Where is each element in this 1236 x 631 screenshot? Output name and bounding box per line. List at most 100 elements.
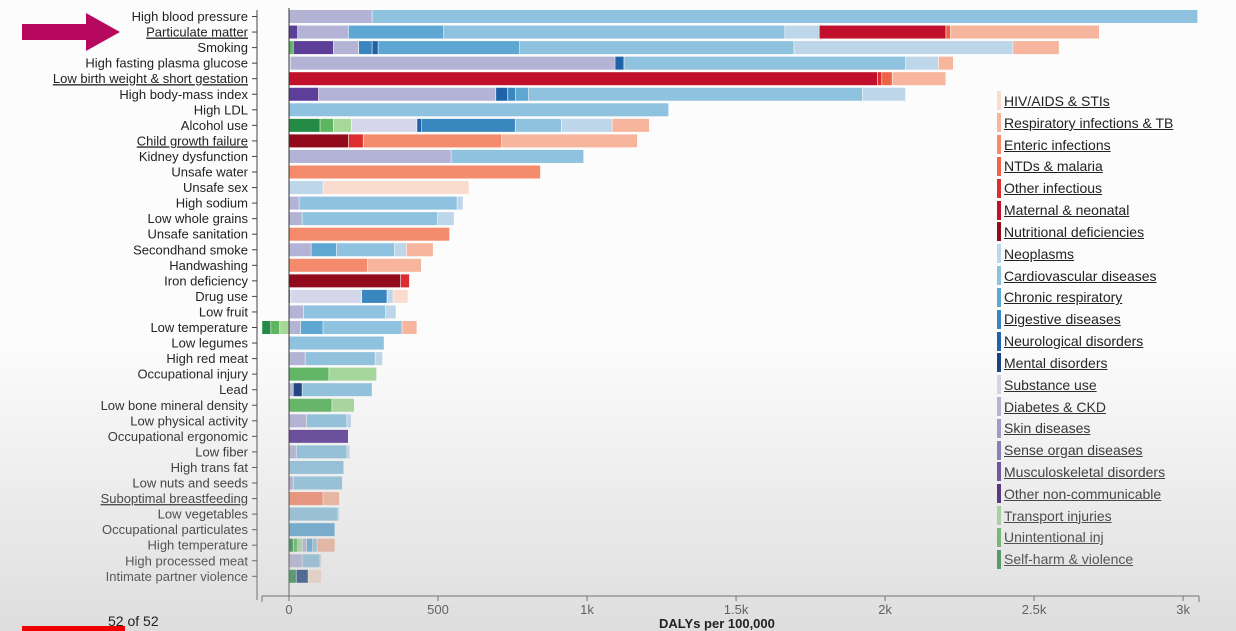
risk-label-particulate-matter[interactable]: Particulate matter — [146, 25, 249, 40]
legend-item-chronic-respiratory[interactable]: Chronic respiratory — [997, 286, 1173, 308]
bar-segment-low-birth-weight-short-gestation-other-infectious[interactable] — [877, 72, 882, 86]
legend-label[interactable]: Other infectious — [1004, 180, 1103, 197]
legend-label[interactable]: Self-harm & violence — [1004, 551, 1134, 568]
legend-label[interactable]: Musculoskeletal disorders — [1004, 463, 1166, 480]
legend-label[interactable]: Enteric infections — [1004, 136, 1111, 153]
bar-segment-child-growth-failure-respiratory-infections-tb[interactable] — [502, 134, 638, 148]
bar-segment-drug-use-digestive-diseases[interactable] — [362, 289, 387, 303]
bar-row-alcohol-use[interactable] — [289, 118, 650, 132]
bar-row-high-fasting-plasma-glucose[interactable] — [289, 56, 953, 70]
legend-item-other-non-communicable[interactable]: Other non-communicable — [997, 483, 1173, 505]
bar-segment-high-temperature-diabetes-ckd[interactable] — [302, 538, 307, 552]
bar-row-occupational-injury[interactable] — [289, 367, 377, 381]
legend-item-maternal-neonatal[interactable]: Maternal & neonatal — [997, 199, 1173, 221]
bar-segment-high-sodium-diabetes-ckd[interactable] — [289, 196, 299, 210]
bar-segment-lead-mental-disorders[interactable] — [293, 383, 302, 397]
bar-segment-particulate-matter-respiratory-infections-tb[interactable] — [950, 25, 1099, 39]
bar-segment-low-temperature-respiratory-infections-tb[interactable] — [402, 321, 417, 334]
bar-row-occupational-particulates[interactable] — [289, 523, 335, 537]
bar-segment-alcohol-use-neurological-disorders[interactable] — [417, 118, 422, 132]
legend-item-self-harm-violence[interactable]: Self-harm & violence — [997, 548, 1173, 570]
bar-segment-alcohol-use-neoplasms[interactable] — [561, 118, 612, 132]
bar-segment-smoking-digestive-diseases[interactable] — [359, 41, 372, 55]
bar-segment-secondhand-smoke-diabetes-ckd[interactable] — [289, 243, 311, 257]
bar-segment-low-nuts-and-seeds-diabetes-ckd[interactable] — [289, 476, 293, 490]
risk-label-high-fasting-plasma-glucose[interactable]: High fasting plasma glucose — [85, 56, 248, 71]
risk-label-lead[interactable]: Lead — [219, 382, 248, 397]
risk-label-suboptimal-breastfeeding[interactable]: Suboptimal breastfeeding — [101, 491, 248, 506]
risk-label-low-physical-activity[interactable]: Low physical activity — [130, 413, 248, 428]
legend-item-skin-diseases[interactable]: Skin diseases — [997, 417, 1173, 439]
risk-label-occupational-injury[interactable]: Occupational injury — [137, 367, 248, 382]
risk-label-high-processed-meat[interactable]: High processed meat — [125, 553, 248, 568]
bar-segment-high-red-meat-neoplasms[interactable] — [375, 352, 383, 366]
bar-segment-kidney-dysfunction-cardiovascular-diseases[interactable] — [451, 149, 584, 163]
bar-segment-child-growth-failure-other-infectious[interactable] — [348, 134, 363, 148]
bar-segment-smoking-neurological-disorders[interactable] — [372, 41, 378, 55]
legend-item-cardiovascular-diseases[interactable]: Cardiovascular diseases — [997, 265, 1173, 287]
bar-row-high-sodium[interactable] — [289, 196, 463, 210]
risk-label-intimate-partner-violence[interactable]: Intimate partner violence — [106, 569, 248, 584]
bar-row-high-processed-meat[interactable] — [289, 554, 322, 568]
risk-label-occupational-ergonomic[interactable]: Occupational ergonomic — [108, 429, 249, 444]
risk-label-low-fiber[interactable]: Low fiber — [195, 444, 248, 459]
bar-segment-high-fasting-plasma-glucose-respiratory-infections-tb[interactable] — [938, 56, 953, 70]
bar-segment-particulate-matter-diabetes-ckd[interactable] — [297, 25, 348, 39]
bar-segment-smoking-unintentional-inj[interactable] — [289, 41, 293, 55]
bar-segment-particulate-matter-musculoskeletal-disorders[interactable] — [289, 25, 298, 39]
legend-label[interactable]: Skin diseases — [1004, 420, 1091, 437]
bar-segment-high-fasting-plasma-glucose-neoplasms[interactable] — [905, 56, 939, 70]
risk-label-high-trans-fat[interactable]: High trans fat — [171, 460, 249, 475]
bar-segment-high-body-mass-index-digestive-diseases[interactable] — [508, 87, 515, 101]
bar-segment-low-physical-activity-cardiovascular-diseases[interactable] — [306, 414, 347, 428]
bar-segment-smoking-cardiovascular-diseases[interactable] — [520, 41, 794, 55]
bar-row-intimate-partner-violence[interactable] — [289, 569, 322, 583]
bar-segment-high-processed-meat-neoplasms[interactable] — [320, 554, 322, 568]
bar-segment-low-bone-mineral-density-transport-injuries[interactable] — [332, 398, 354, 412]
bar-segment-child-growth-failure-nutritional-deficiencies[interactable] — [289, 134, 348, 148]
legend-item-respiratory-infections-tb[interactable]: Respiratory infections & TB — [997, 112, 1173, 134]
bar-segment-child-growth-failure-enteric-infections[interactable] — [363, 134, 502, 148]
bar-segment-neg-low-temperature-self-harm-violence[interactable] — [262, 321, 271, 334]
legend-label[interactable]: Cardiovascular diseases — [1004, 267, 1157, 284]
bar-segment-occupational-ergonomic-musculoskeletal-disorders[interactable] — [289, 429, 348, 443]
bar-segment-high-body-mass-index-neoplasms[interactable] — [862, 87, 906, 101]
bar-row-occupational-ergonomic[interactable] — [289, 429, 348, 443]
risk-label-smoking[interactable]: Smoking — [197, 40, 248, 55]
legend-label[interactable]: Substance use — [1004, 376, 1097, 393]
bar-segment-low-fiber-neoplasms[interactable] — [347, 445, 350, 459]
legend-item-hiv-aids-stis[interactable]: HIV/AIDS & STIs — [997, 90, 1173, 112]
bar-segment-low-fruit-diabetes-ckd[interactable] — [289, 305, 304, 319]
bar-segment-low-whole-grains-cardiovascular-diseases[interactable] — [302, 212, 438, 226]
bar-row-secondhand-smoke[interactable] — [289, 243, 433, 257]
legend-item-enteric-infections[interactable]: Enteric infections — [997, 134, 1173, 156]
bar-segment-handwashing-respiratory-infections-tb[interactable] — [368, 258, 421, 272]
bar-segment-low-fiber-cardiovascular-diseases[interactable] — [296, 445, 347, 459]
bar-row-low-birth-weight-short-gestation[interactable] — [289, 72, 946, 86]
bar-segment-drug-use-hiv-aids-stis[interactable] — [393, 289, 408, 303]
bar-segment-high-blood-pressure-cardiovascular-diseases[interactable] — [372, 10, 1198, 23]
risk-label-low-bone-mineral-density[interactable]: Low bone mineral density — [101, 398, 249, 413]
bar-row-low-nuts-and-seeds[interactable] — [289, 476, 343, 490]
legend-item-neurological-disorders[interactable]: Neurological disorders — [997, 330, 1173, 352]
bar-segment-low-fiber-diabetes-ckd[interactable] — [289, 445, 296, 459]
risk-label-kidney-dysfunction[interactable]: Kidney dysfunction — [139, 149, 248, 164]
bar-segment-particulate-matter-chronic-respiratory[interactable] — [348, 25, 444, 39]
bar-row-low-fruit[interactable] — [289, 305, 396, 319]
legend-item-other-infectious[interactable]: Other infectious — [997, 177, 1173, 199]
bar-segment-low-temperature-chronic-respiratory[interactable] — [300, 321, 323, 334]
bar-segment-high-processed-meat-cardiovascular-diseases[interactable] — [302, 554, 320, 568]
bar-row-unsafe-sanitation[interactable] — [289, 227, 450, 241]
bar-row-low-fiber[interactable] — [289, 445, 350, 459]
bar-segment-drug-use-substance-use[interactable] — [290, 289, 362, 303]
bar-segment-high-temperature-unintentional-inj[interactable] — [293, 538, 298, 552]
legend-label[interactable]: HIV/AIDS & STIs — [1004, 92, 1110, 109]
bar-segment-secondhand-smoke-cardiovascular-diseases[interactable] — [336, 243, 395, 257]
bar-row-low-legumes[interactable] — [289, 336, 384, 350]
legend-label[interactable]: Transport injuries — [1004, 507, 1112, 524]
bar-segment-high-blood-pressure-diabetes-ckd[interactable] — [289, 10, 372, 23]
bar-segment-high-body-mass-index-neurological-disorders[interactable] — [496, 87, 508, 101]
bar-row-low-physical-activity[interactable] — [289, 414, 351, 428]
risk-label-low-whole-grains[interactable]: Low whole grains — [148, 211, 249, 226]
bar-segment-occupational-injury-transport-injuries[interactable] — [329, 367, 377, 381]
